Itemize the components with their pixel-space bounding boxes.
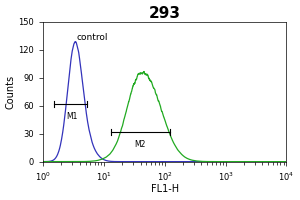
Text: M1: M1	[66, 112, 77, 121]
Y-axis label: Counts: Counts	[6, 75, 16, 109]
Title: 293: 293	[149, 6, 181, 21]
X-axis label: FL1-H: FL1-H	[151, 184, 179, 194]
Text: M2: M2	[135, 140, 146, 149]
Text: control: control	[76, 33, 108, 42]
